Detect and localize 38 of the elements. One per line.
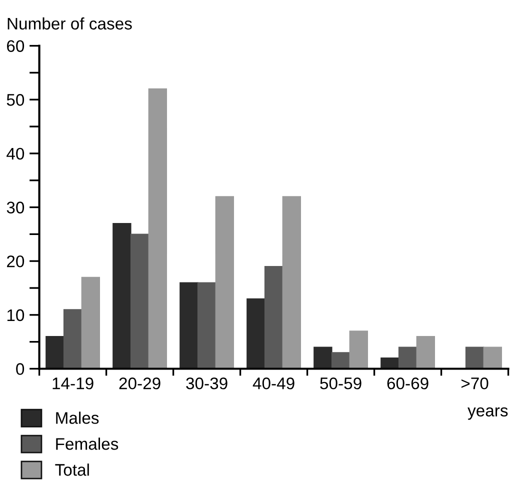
bar <box>112 222 132 369</box>
bar <box>63 309 82 369</box>
bar <box>331 352 350 369</box>
x-tick-label: 60-69 <box>387 378 428 390</box>
bar <box>46 336 64 369</box>
y-tick-label: 20 <box>7 255 24 268</box>
bar <box>416 336 436 369</box>
x-tick-label: 14-19 <box>52 378 94 390</box>
y-tick-label: 60 <box>7 40 24 52</box>
bar <box>398 346 418 369</box>
x-tick-label: 20-29 <box>119 378 160 390</box>
bar <box>197 282 216 369</box>
bar <box>215 196 234 369</box>
y-tick-label: 40 <box>6 148 24 160</box>
bar <box>246 298 266 369</box>
bar <box>349 330 368 369</box>
y-tick-label: 10 <box>7 309 24 322</box>
y-tick-label: 0 <box>16 363 24 375</box>
x-axis-title: years <box>468 407 508 420</box>
y-tick-label: 50 <box>6 94 24 106</box>
x-tick-label: 40-49 <box>252 378 294 390</box>
y-tick-label: 30 <box>6 202 24 214</box>
legend-label: Total <box>55 464 89 476</box>
bar <box>282 196 302 369</box>
x-tick-label: >70 <box>461 378 488 390</box>
bar <box>465 346 484 369</box>
legend-label: Females <box>56 438 118 450</box>
bar <box>483 346 502 369</box>
x-tick-label: 30-39 <box>186 378 228 390</box>
bar <box>130 234 150 369</box>
bar <box>264 266 284 369</box>
y-axis-title: Number of cases <box>8 17 132 30</box>
bar <box>314 346 332 369</box>
bar <box>148 88 168 369</box>
x-tick-label: 50-59 <box>320 378 362 390</box>
bar <box>81 276 100 369</box>
bar <box>180 282 198 369</box>
legend-label: Males <box>56 412 99 424</box>
